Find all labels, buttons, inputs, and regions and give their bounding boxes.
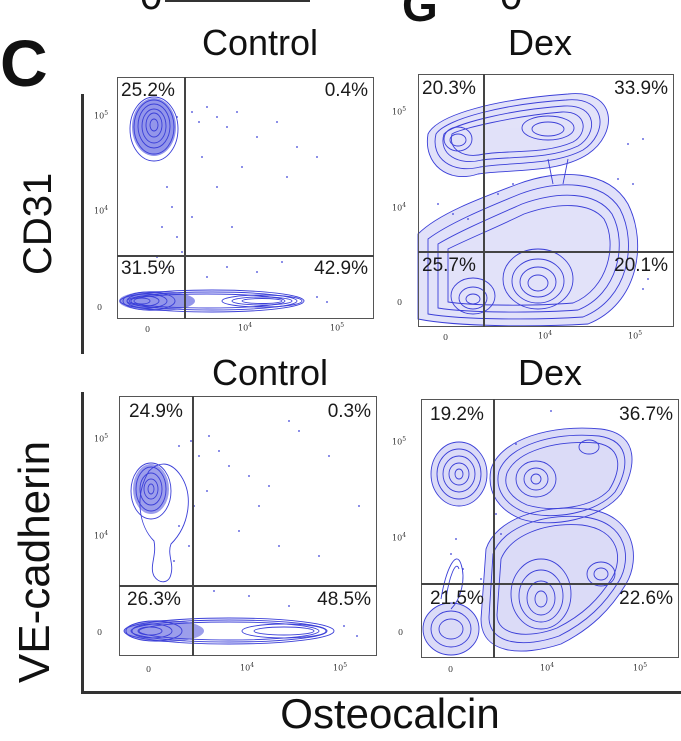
x-axis-baseline [81,691,681,694]
plot-vecadherin-control: 24.9% 0.3% 26.3% 48.5% [119,396,377,656]
quadrant-lr-percent: 48.5% [317,589,371,610]
quadrant-ll-percent: 21.5% [430,588,484,609]
quadrant-ll-percent: 31.5% [121,258,175,279]
quadrant-ur-percent: 33.9% [614,78,668,99]
quadrant-ur-percent: 0.4% [324,80,368,101]
quadrant-gate-vertical[interactable] [192,396,194,656]
plot-vecadherin-dex: 19.2% 36.7% 21.5% 22.6% [421,399,679,658]
quadrant-gate-horizontal[interactable] [117,255,374,257]
plot-title-cd31-dex: Dex [507,22,573,63]
plot-frame [421,399,679,658]
plot-frame [418,74,674,327]
x-tick-1e5: 105 [628,330,643,341]
row-divider-cd31 [81,94,84,354]
contour-plot-vecadherin-dex [422,410,634,656]
x-tick-1e4: 104 [240,662,255,673]
quadrant-ur-percent: 36.7% [619,404,673,425]
previous-panel-fragment-digit: 0 [140,0,162,19]
plot-frame [117,77,374,319]
contour-plot-cd31-control [119,96,328,313]
x-tick-1e4: 104 [540,662,555,673]
x-tick-1e5: 105 [633,662,648,673]
quadrant-ul-percent: 19.2% [430,404,484,425]
plot-cd31-control: 25.2% 0.4% 31.5% 42.9% [117,77,374,319]
x-tick-0: 0 [443,333,449,342]
plot-title-cd31-control: Control [201,22,319,63]
x-tick-1e5: 105 [330,322,345,333]
panel-letter: C [0,26,48,100]
y-tick-1e4: 104 [392,202,407,213]
row-divider-vecadherin [81,392,84,694]
x-tick-1e4: 104 [238,322,253,333]
quadrant-lr-percent: 20.1% [614,255,668,276]
row-label-vecadherin: VE-cadherin [10,440,59,684]
x-tick-0: 0 [146,665,152,674]
y-tick-1e5: 105 [94,433,109,444]
y-tick-0: 0 [397,298,403,307]
y-tick-1e4: 104 [94,205,109,216]
x-tick-1e5: 105 [333,662,348,673]
contour-plot-vecadherin-control [123,420,360,645]
y-tick-1e4: 104 [94,530,109,541]
x-tick-0: 0 [448,665,454,674]
quadrant-lr-percent: 42.9% [314,258,368,279]
quadrant-gate-horizontal[interactable] [421,583,679,585]
plot-title-vecadherin-control: Control [211,352,329,393]
previous-panel-fragment-line [165,0,310,2]
contour-plot-cd31-dex [417,93,649,327]
quadrant-gate-vertical[interactable] [184,77,186,319]
quadrant-gate-horizontal[interactable] [418,251,674,253]
quadrant-ul-percent: 20.3% [422,78,476,99]
previous-panel-fragment-letter: G [402,0,438,31]
quadrant-gate-vertical[interactable] [493,399,495,658]
plot-title-vecadherin-dex: Dex [517,352,583,393]
y-tick-0: 0 [97,303,103,312]
plot-cd31-dex: 20.3% 33.9% 25.7% 20.1% [417,74,674,327]
quadrant-lr-percent: 22.6% [619,588,673,609]
previous-panel-fragment-digit-2: 0 [500,0,522,19]
quadrant-gate-vertical[interactable] [483,74,485,327]
row-label-cd31: CD31 [16,172,60,275]
y-tick-1e4: 104 [392,532,407,543]
y-tick-1e5: 105 [392,436,407,447]
y-tick-1e5: 105 [392,106,407,117]
quadrant-gate-horizontal[interactable] [119,585,377,587]
y-tick-1e5: 105 [94,110,109,121]
x-tick-1e4: 104 [538,330,553,341]
quadrant-ll-percent: 26.3% [127,589,181,610]
y-tick-0: 0 [398,628,404,637]
quadrant-ul-percent: 25.2% [121,80,175,101]
quadrant-ll-percent: 25.7% [422,255,476,276]
x-axis-label: Osteocalcin [280,690,500,737]
quadrant-ur-percent: 0.3% [327,401,371,422]
x-tick-0: 0 [145,325,151,334]
plot-frame [119,396,377,656]
y-tick-0: 0 [97,628,103,637]
quadrant-ul-percent: 24.9% [129,401,183,422]
